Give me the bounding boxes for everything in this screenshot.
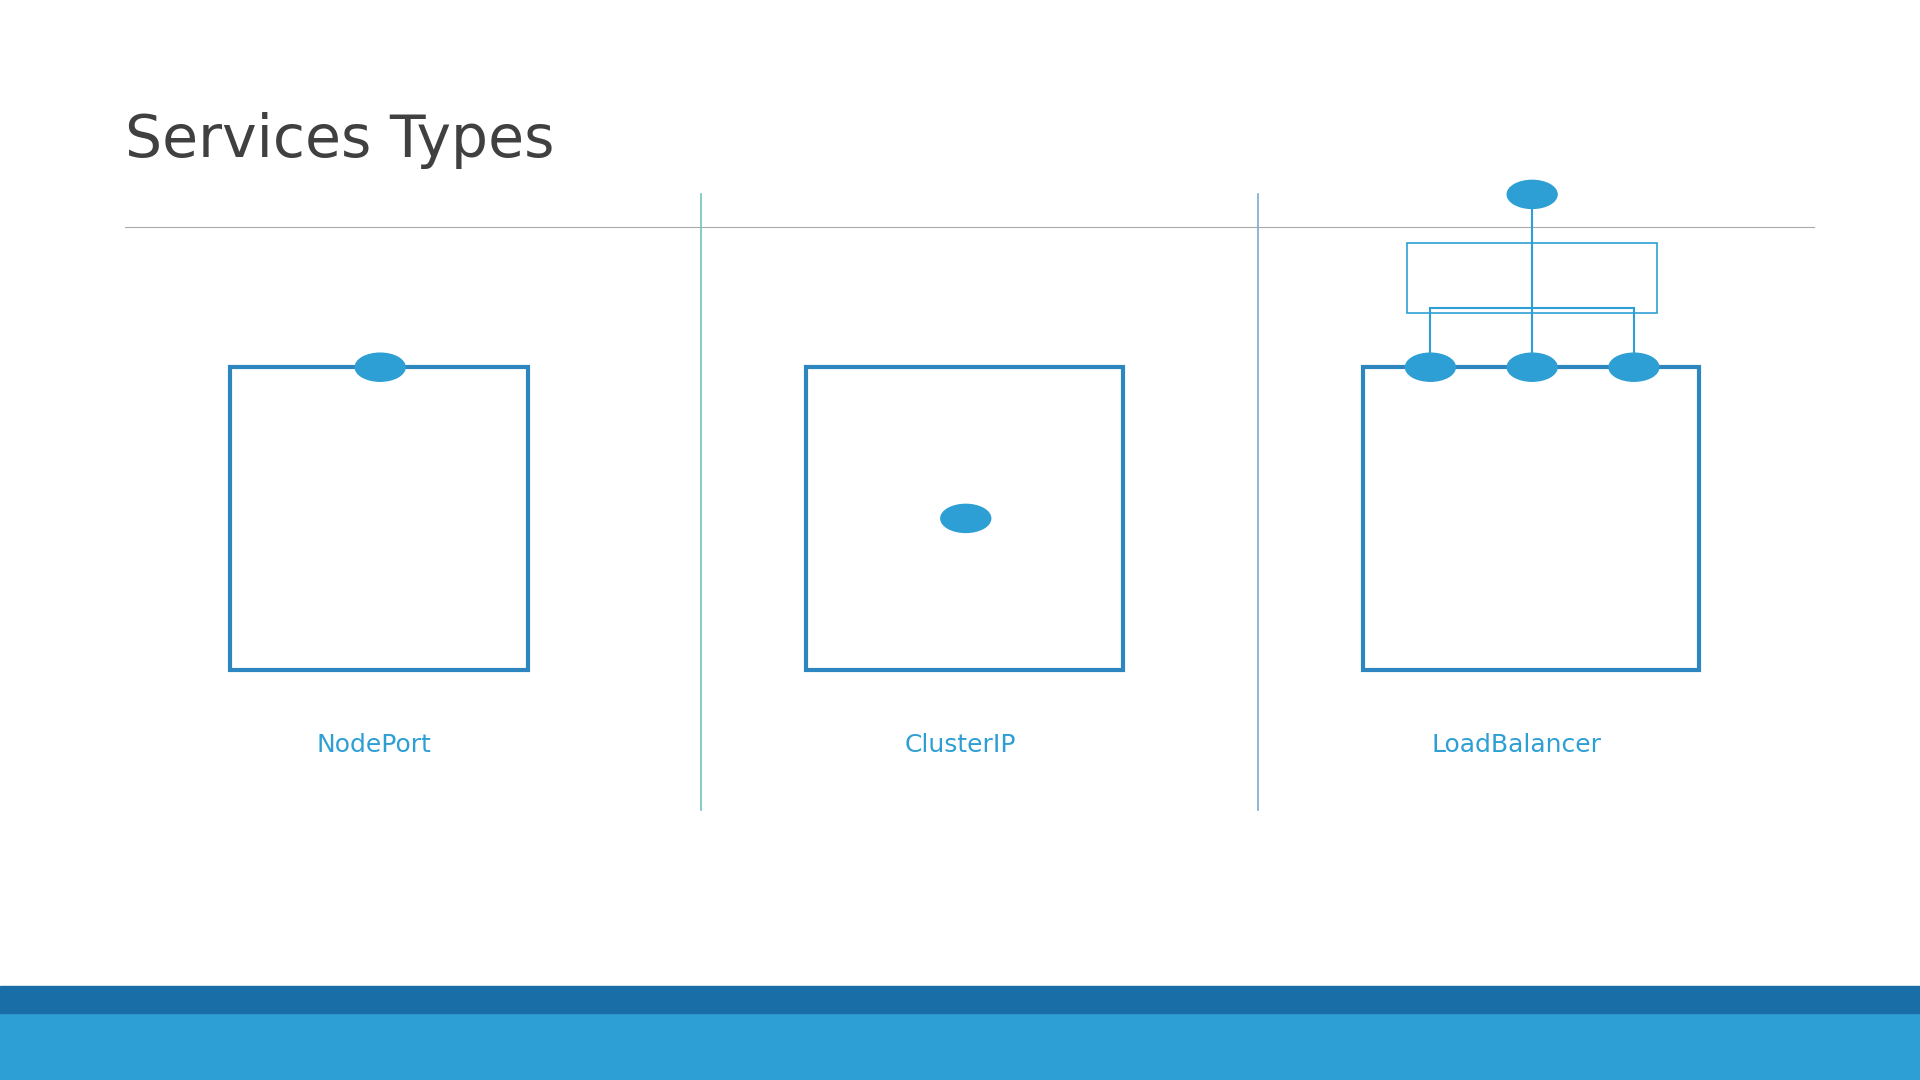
Text: ClusterIP: ClusterIP — [904, 733, 1016, 757]
Bar — [0, 986, 1920, 1013]
Circle shape — [1405, 353, 1455, 381]
Text: LoadBalancer: LoadBalancer — [1432, 733, 1601, 757]
Circle shape — [355, 353, 405, 381]
Circle shape — [1507, 353, 1557, 381]
Circle shape — [1507, 180, 1557, 208]
Bar — [0, 1013, 1920, 1080]
FancyBboxPatch shape — [1407, 243, 1657, 313]
FancyBboxPatch shape — [230, 367, 528, 670]
Text: NodePort: NodePort — [317, 733, 432, 757]
Circle shape — [941, 504, 991, 532]
FancyBboxPatch shape — [1363, 367, 1699, 670]
FancyBboxPatch shape — [806, 367, 1123, 670]
Circle shape — [1609, 353, 1659, 381]
Text: Services Types: Services Types — [125, 112, 555, 168]
